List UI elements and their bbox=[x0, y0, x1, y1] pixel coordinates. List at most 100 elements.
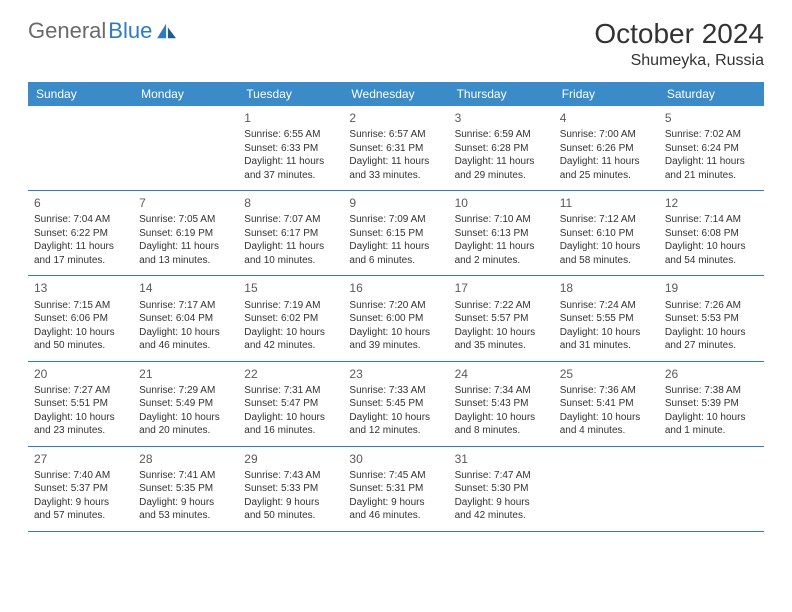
sunset-line: Sunset: 5:47 PM bbox=[244, 397, 337, 411]
day-cell: 5Sunrise: 7:02 AMSunset: 6:24 PMDaylight… bbox=[659, 106, 764, 190]
sunset-line: Sunset: 6:26 PM bbox=[560, 142, 653, 156]
day-cell: 17Sunrise: 7:22 AMSunset: 5:57 PMDayligh… bbox=[449, 276, 554, 360]
sunrise-line: Sunrise: 7:19 AM bbox=[244, 299, 337, 313]
day-cell: 28Sunrise: 7:41 AMSunset: 5:35 PMDayligh… bbox=[133, 447, 238, 531]
daylight-line: Daylight: 9 hours and 57 minutes. bbox=[34, 496, 127, 523]
header: GeneralBlue October 2024 Shumeyka, Russi… bbox=[28, 18, 764, 70]
sunrise-line: Sunrise: 7:02 AM bbox=[665, 128, 758, 142]
daylight-line: Daylight: 11 hours and 17 minutes. bbox=[34, 240, 127, 267]
logo-text-blue: Blue bbox=[108, 18, 152, 44]
day-cell: 9Sunrise: 7:09 AMSunset: 6:15 PMDaylight… bbox=[343, 191, 448, 275]
daylight-line: Daylight: 10 hours and 20 minutes. bbox=[139, 411, 232, 438]
weekday-header: Friday bbox=[554, 82, 659, 106]
day-number: 29 bbox=[244, 451, 337, 467]
daylight-line: Daylight: 10 hours and 16 minutes. bbox=[244, 411, 337, 438]
day-number: 1 bbox=[244, 110, 337, 126]
daylight-line: Daylight: 9 hours and 46 minutes. bbox=[349, 496, 442, 523]
week-row: 1 Sunrise: 6:55 AMSunset: 6:33 PM Daylight… bbox=[28, 106, 764, 191]
sunset-line: Sunset: 5:51 PM bbox=[34, 397, 127, 411]
sunrise-line: Sunrise: 7:12 AM bbox=[560, 213, 653, 227]
day-number: 8 bbox=[244, 195, 337, 211]
sunrise-line: Sunrise: 6:55 AM bbox=[244, 128, 337, 142]
day-number: 21 bbox=[139, 366, 232, 382]
daylight-line: Daylight: 10 hours and 46 minutes. bbox=[139, 326, 232, 353]
daylight-line: Daylight: 10 hours and 4 minutes. bbox=[560, 411, 653, 438]
sunrise-line: Sunrise: 7:00 AM bbox=[560, 128, 653, 142]
sunset-line: Sunset: 6:08 PM bbox=[665, 227, 758, 241]
day-number: 16 bbox=[349, 280, 442, 296]
sunset-line: Sunset: 5:43 PM bbox=[455, 397, 548, 411]
sunset-line: Sunset: 6:04 PM bbox=[139, 312, 232, 326]
daylight-line: Daylight: 11 hours and 6 minutes. bbox=[349, 240, 442, 267]
daylight-line: Daylight: 10 hours and 39 minutes. bbox=[349, 326, 442, 353]
day-number: 11 bbox=[560, 195, 653, 211]
day-number: 24 bbox=[455, 366, 548, 382]
day-cell-empty bbox=[554, 447, 659, 531]
day-number: 28 bbox=[139, 451, 232, 467]
day-number: 20 bbox=[34, 366, 127, 382]
day-number: 2 bbox=[349, 110, 442, 126]
sunrise-line: Sunrise: 7:07 AM bbox=[244, 213, 337, 227]
daylight-line: Daylight: 10 hours and 50 minutes. bbox=[34, 326, 127, 353]
sunrise-line: Sunrise: 7:34 AM bbox=[455, 384, 548, 398]
day-number: 22 bbox=[244, 366, 337, 382]
day-cell: 18Sunrise: 7:24 AMSunset: 5:55 PMDayligh… bbox=[554, 276, 659, 360]
day-number: 10 bbox=[455, 195, 548, 211]
day-number: 31 bbox=[455, 451, 548, 467]
day-cell: 10Sunrise: 7:10 AMSunset: 6:13 PMDayligh… bbox=[449, 191, 554, 275]
daylight-line: Daylight: 10 hours and 27 minutes. bbox=[665, 326, 758, 353]
day-number: 3 bbox=[455, 110, 548, 126]
logo: GeneralBlue bbox=[28, 18, 178, 44]
day-number: 30 bbox=[349, 451, 442, 467]
sunrise-line: Sunrise: 7:04 AM bbox=[34, 213, 127, 227]
week-row: 6Sunrise: 7:04 AMSunset: 6:22 PMDaylight… bbox=[28, 191, 764, 276]
sunrise-line: Sunrise: 7:47 AM bbox=[455, 469, 548, 483]
sunset-line: Sunset: 5:49 PM bbox=[139, 397, 232, 411]
day-number: 9 bbox=[349, 195, 442, 211]
day-number: 7 bbox=[139, 195, 232, 211]
day-cell: 22Sunrise: 7:31 AMSunset: 5:47 PMDayligh… bbox=[238, 362, 343, 446]
title-block: October 2024 Shumeyka, Russia bbox=[594, 18, 764, 70]
daylight-line: Daylight: 11 hours and 29 minutes. bbox=[455, 155, 548, 182]
sunset-line: Sunset: 6:00 PM bbox=[349, 312, 442, 326]
sunset-line: Sunset: 5:55 PM bbox=[560, 312, 653, 326]
day-number: 25 bbox=[560, 366, 653, 382]
sunrise-line: Sunrise: 7:27 AM bbox=[34, 384, 127, 398]
sunset-line: Sunset: 6:33 PM bbox=[244, 142, 337, 156]
sunrise-line: Sunrise: 7:40 AM bbox=[34, 469, 127, 483]
daylight-line: Daylight: 11 hours and 13 minutes. bbox=[139, 240, 232, 267]
day-cell: 8Sunrise: 7:07 AMSunset: 6:17 PMDaylight… bbox=[238, 191, 343, 275]
sunrise-line: Sunrise: 7:41 AM bbox=[139, 469, 232, 483]
calendar: SundayMondayTuesdayWednesdayThursdayFrid… bbox=[28, 82, 764, 532]
weekday-header: Saturday bbox=[659, 82, 764, 106]
day-number: 6 bbox=[34, 195, 127, 211]
daylight-line: Daylight: 11 hours and 10 minutes. bbox=[244, 240, 337, 267]
day-number: 19 bbox=[665, 280, 758, 296]
day-cell: 3Sunrise: 6:59 AMSunset: 6:28 PMDaylight… bbox=[449, 106, 554, 190]
day-cell: 6Sunrise: 7:04 AMSunset: 6:22 PMDaylight… bbox=[28, 191, 133, 275]
day-number: 23 bbox=[349, 366, 442, 382]
day-number: 18 bbox=[560, 280, 653, 296]
day-cell: 25Sunrise: 7:36 AMSunset: 5:41 PMDayligh… bbox=[554, 362, 659, 446]
weekday-header: Monday bbox=[133, 82, 238, 106]
day-cell: 31 Sunrise: 7:47 AMSunset: 5:30 PMDayligh… bbox=[449, 447, 554, 531]
daylight-line: Daylight: 9 hours and 42 minutes. bbox=[455, 496, 548, 523]
daylight-line: Daylight: 10 hours and 35 minutes. bbox=[455, 326, 548, 353]
sunset-line: Sunset: 5:30 PM bbox=[455, 482, 548, 496]
day-cell: 20Sunrise: 7:27 AMSunset: 5:51 PMDayligh… bbox=[28, 362, 133, 446]
day-cell: 27Sunrise: 7:40 AMSunset: 5:37 PMDayligh… bbox=[28, 447, 133, 531]
sunset-line: Sunset: 5:31 PM bbox=[349, 482, 442, 496]
sunrise-line: Sunrise: 6:57 AM bbox=[349, 128, 442, 142]
weekday-header: Tuesday bbox=[238, 82, 343, 106]
day-cell: 11Sunrise: 7:12 AMSunset: 6:10 PMDayligh… bbox=[554, 191, 659, 275]
day-cell: 14Sunrise: 7:17 AMSunset: 6:04 PMDayligh… bbox=[133, 276, 238, 360]
day-number: 27 bbox=[34, 451, 127, 467]
sunrise-line: Sunrise: 7:33 AM bbox=[349, 384, 442, 398]
sunset-line: Sunset: 6:31 PM bbox=[349, 142, 442, 156]
logo-sail-icon bbox=[156, 22, 178, 40]
sunrise-line: Sunrise: 7:26 AM bbox=[665, 299, 758, 313]
weekday-row: SundayMondayTuesdayWednesdayThursdayFrid… bbox=[28, 82, 764, 106]
sunset-line: Sunset: 5:41 PM bbox=[560, 397, 653, 411]
location: Shumeyka, Russia bbox=[594, 52, 764, 70]
day-cell: 12Sunrise: 7:14 AMSunset: 6:08 PMDayligh… bbox=[659, 191, 764, 275]
